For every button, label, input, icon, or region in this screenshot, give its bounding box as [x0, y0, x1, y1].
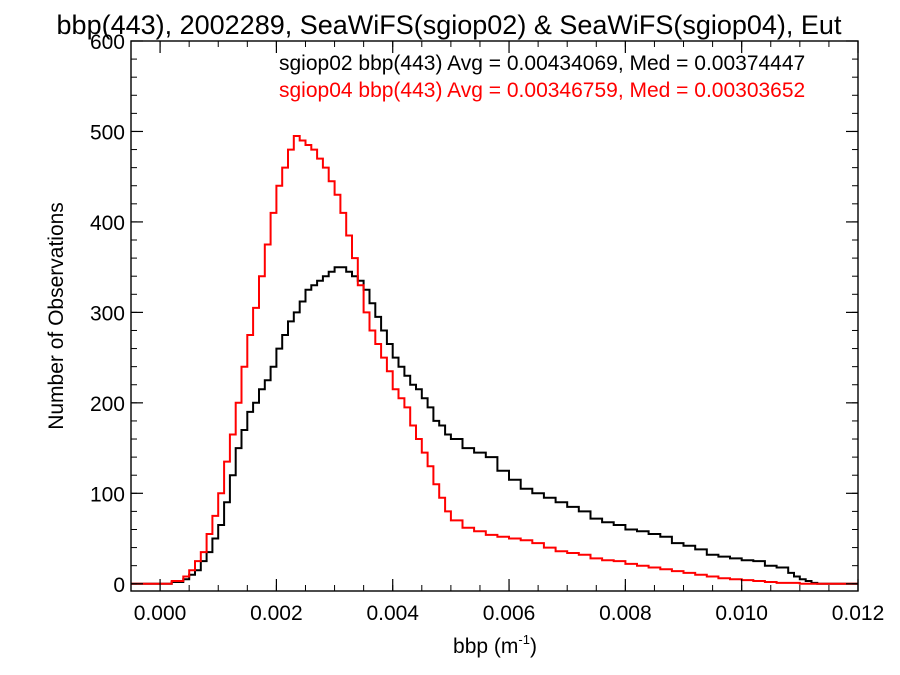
y-axis-ticks: 0 100 200 300 400 500 600: [90, 31, 858, 597]
x-tick-label-0: 0.000: [134, 602, 187, 625]
annotation-sgiop04: sgiop04 bbp(443) Avg = 0.00346759, Med =…: [279, 79, 805, 102]
y-tick-label-4: 400: [90, 212, 125, 235]
y-tick-label-0: 0: [113, 574, 125, 597]
y-tick-label-2: 200: [90, 393, 125, 416]
y-tick-label-1: 100: [90, 483, 125, 506]
x-tick-label-6: 0.012: [832, 602, 885, 625]
x-axis-label-close: ): [530, 635, 537, 658]
x-tick-label-4: 0.008: [599, 602, 652, 625]
x-tick-label-3: 0.006: [483, 602, 536, 625]
x-tick-label-2: 0.004: [366, 602, 419, 625]
x-tick-label-5: 0.010: [715, 602, 768, 625]
y-axis-label: Number of Observations: [45, 202, 68, 430]
y-tick-label-5: 500: [90, 121, 125, 144]
series-line-sgiop04: [131, 135, 858, 585]
series-line-sgiop02: [131, 266, 858, 585]
plot-frame: [130, 40, 859, 592]
chart-title: bbp(443), 2002289, SeaWiFS(sgiop02) & Se…: [57, 10, 842, 40]
x-axis-ticks: 0.000 0.002 0.004 0.006 0.008 0.010 0.012: [130, 41, 885, 625]
x-axis-label: bbp (m-1): [453, 632, 537, 658]
x-tick-label-1: 0.002: [250, 602, 303, 625]
x-axis-label-main: bbp (m: [453, 635, 518, 658]
series-layer: [131, 135, 858, 585]
x-axis-label-superscript: -1: [518, 632, 530, 647]
y-tick-label-6: 600: [90, 31, 125, 54]
y-tick-label-3: 300: [90, 302, 125, 325]
annotation-sgiop02: sgiop02 bbp(443) Avg = 0.00434069, Med =…: [279, 52, 805, 75]
